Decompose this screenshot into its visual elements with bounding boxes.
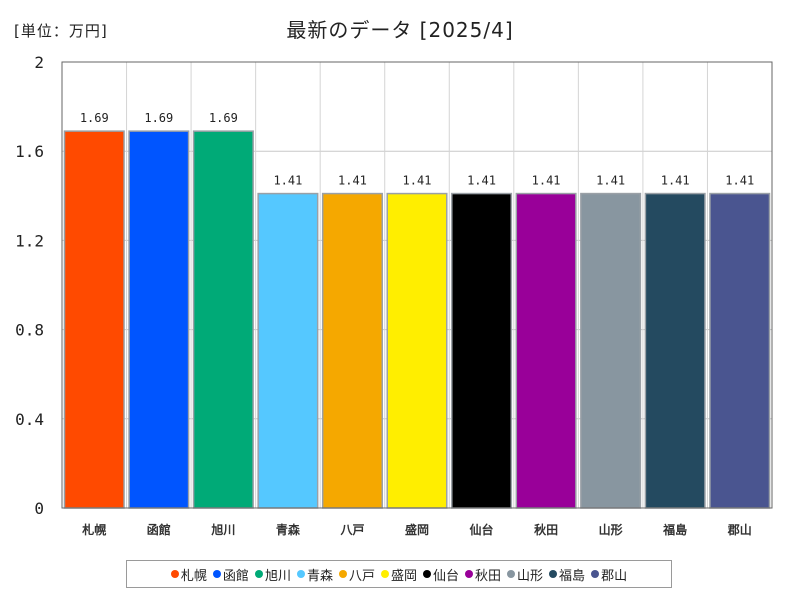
x-tick-label: 函館 — [147, 522, 171, 537]
bar-8 — [515, 192, 577, 509]
legend-swatch — [170, 570, 179, 578]
legend-label: 盛岡 — [390, 568, 417, 584]
bar-2 — [128, 130, 190, 509]
bar-9 — [580, 192, 642, 509]
legend-label: 札幌 — [180, 568, 207, 584]
x-tick-label: 札幌 — [81, 522, 106, 537]
legend-item: 仙台 — [423, 565, 459, 584]
legend-swatch — [212, 570, 221, 578]
chart-title: 最新のデータ [2025/4] — [286, 18, 514, 42]
x-tick-label: 郡山 — [727, 522, 752, 537]
legend-item: 函館 — [212, 565, 249, 584]
x-tick-label: 秋田 — [534, 522, 558, 537]
y-tick-label: 2 — [34, 53, 44, 72]
bar-6 — [386, 192, 448, 509]
legend-swatch — [254, 570, 263, 578]
value-label: 1.69 — [144, 111, 173, 125]
bars — [63, 130, 771, 509]
legend-swatch — [423, 570, 431, 578]
y-tick-label: 0 — [34, 499, 44, 518]
x-tick-label: 旭川 — [210, 522, 235, 537]
bar-7 — [451, 192, 513, 509]
x-axis-ticks: 札幌 函館 旭川 青森 八戸 盛岡 仙台 秋田 山形 福島 郡山 — [81, 522, 751, 537]
legend-swatch — [507, 570, 516, 578]
bar-5 — [321, 192, 383, 509]
legend-label: 仙台 — [433, 568, 460, 584]
legend-label: 秋田 — [475, 568, 502, 584]
legend-swatch — [380, 570, 389, 578]
legend-item: 福島 — [549, 565, 585, 584]
value-labels: 1.69 1.69 1.69 1.41 1.41 1.41 1.41 1.41 1.41 1.41… — [80, 111, 754, 187]
x-tick-label: 八戸 — [339, 523, 364, 537]
value-label: 1.41 — [661, 174, 690, 188]
x-tick-label: 福島 — [662, 522, 687, 537]
legend-swatch — [549, 570, 558, 578]
value-label: 1.41 — [725, 174, 754, 188]
bar-3 — [192, 130, 254, 509]
legend-label: 郡山 — [601, 568, 628, 584]
unit-label: [単位：万円] — [14, 22, 108, 40]
value-label: 1.41 — [273, 174, 302, 188]
value-label: 1.41 — [467, 174, 496, 188]
value-label: 1.41 — [338, 174, 367, 188]
y-axis-ticks: 0 0.4 0.8 1.2 1.6 2 — [15, 53, 44, 518]
legend-item: 旭川 — [254, 565, 291, 584]
legend-label: 旭川 — [264, 568, 291, 584]
bar-10 — [644, 192, 706, 509]
legend-swatch — [591, 570, 600, 578]
legend-label: 青森 — [306, 568, 333, 584]
legend-label: 福島 — [559, 568, 586, 584]
x-tick-label: 盛岡 — [405, 522, 429, 537]
bar-11 — [709, 192, 771, 509]
legend-item: 青森 — [296, 565, 333, 584]
legend-item: 盛岡 — [380, 565, 417, 584]
legend-swatch — [465, 570, 474, 578]
legend-item: 八戸 — [338, 565, 375, 584]
x-tick-label: 青森 — [276, 522, 301, 537]
x-tick-label: 仙台 — [470, 522, 494, 537]
value-label: 1.41 — [596, 174, 625, 188]
legend-item: 札幌 — [170, 565, 207, 584]
y-tick-label: 0.4 — [15, 410, 44, 429]
legend-label: 函館 — [222, 568, 249, 584]
plot-frame — [61, 61, 773, 509]
x-tick-label: 山形 — [599, 522, 623, 537]
bar-1 — [63, 130, 125, 509]
legend-label: 山形 — [517, 568, 544, 584]
bar-chart: 0 0.4 0.8 1.2 1.6 2 札幌 函館 旭川 青森 八戸 盛岡 仙台 秋田 山形 福島 郡山 1.… — [15, 53, 773, 537]
y-tick-label: 0.8 — [15, 321, 44, 340]
value-label: 1.69 — [209, 111, 238, 125]
legend-item: 郡山 — [591, 565, 627, 584]
value-label: 1.41 — [403, 174, 432, 188]
legend-item: 山形 — [507, 565, 543, 584]
y-tick-label: 1.2 — [15, 231, 44, 250]
legend: 札幌 函館 旭川 青森 八戸 盛岡 仙台 秋田 山形 福島 郡山 — [126, 560, 672, 588]
value-label: 1.69 — [80, 111, 109, 125]
bar-4 — [257, 192, 319, 509]
y-tick-label: 1.6 — [15, 142, 44, 161]
legend-swatch — [296, 570, 305, 578]
value-label: 1.41 — [532, 174, 561, 188]
legend-label: 八戸 — [348, 568, 375, 584]
legend-item: 秋田 — [465, 565, 501, 584]
legend-swatch — [338, 570, 347, 578]
